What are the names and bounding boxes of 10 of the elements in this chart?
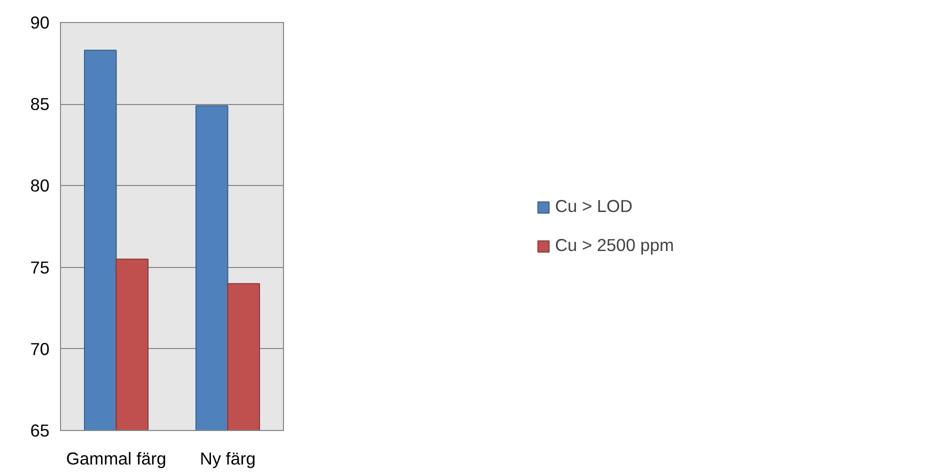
legend-label: Cu > 2500 ppm	[555, 235, 674, 256]
y-tick-label: 70	[30, 338, 50, 359]
y-tick-label: 65	[30, 420, 50, 440]
y-tick-label: 85	[30, 94, 50, 114]
x-tick-label: Gammal färg	[66, 448, 166, 468]
legend-label: Cu > LOD	[555, 196, 633, 217]
x-tick-label: Ny färg	[200, 448, 256, 468]
y-tick-label: 80	[30, 176, 50, 196]
y-tick-label: 75	[30, 257, 50, 278]
y-tick-label: 90	[30, 12, 50, 32]
